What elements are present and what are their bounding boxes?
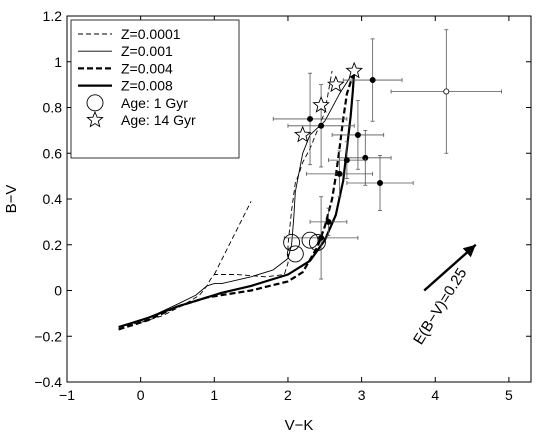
observation-point	[377, 179, 384, 186]
observation-point	[318, 122, 325, 129]
observation-point	[307, 115, 314, 122]
legend-label: Z=0.004	[121, 60, 173, 76]
y-tick-label: 0.2	[43, 237, 63, 253]
y-tick-label: 0.6	[43, 145, 63, 161]
model-curves	[118, 70, 356, 331]
x-tick-label: 4	[431, 387, 439, 403]
y-tick-label: −0.2	[34, 328, 62, 344]
x-tick-label: 0	[137, 387, 145, 403]
y-tick-label: 0.8	[43, 100, 63, 116]
arrow-head	[462, 244, 476, 258]
legend-label: Z=0.0001	[121, 26, 181, 42]
age-14gyr-marker	[312, 95, 330, 113]
y-tick-label: 0.4	[43, 191, 63, 207]
age-14gyr-marker	[327, 75, 345, 93]
axes: −1 0 1 2 3 4 5 −0.4 −0.2 0 0.2 0.4 0.6 0.8 1 1.2	[34, 8, 531, 403]
observation-point	[336, 170, 343, 177]
legend-label: Z=0.008	[121, 78, 173, 94]
legend-box	[70, 19, 240, 159]
outlier-point	[443, 88, 450, 95]
x-tick-label: −1	[59, 387, 75, 403]
observation-point	[325, 218, 332, 225]
x-tick-label: 2	[284, 387, 292, 403]
y-tick-label: 0	[54, 283, 62, 299]
y-tick-label: 1	[54, 54, 62, 70]
y-axis-label: B−V	[3, 185, 20, 214]
age-14gyr-marker	[293, 125, 312, 143]
x-axis-label: V−K	[285, 417, 314, 434]
age-1gyr-marker	[286, 245, 304, 263]
series-line	[213, 201, 252, 275]
legend-star-icon	[86, 110, 104, 128]
legend-label: Age: 14 Gyr	[121, 112, 196, 128]
age-14gyr-marker	[345, 61, 363, 79]
x-tick-label: 3	[358, 387, 366, 403]
x-tick-label: 1	[210, 387, 218, 403]
legend-label: Age: 1 Gyr	[121, 95, 188, 111]
y-tick-label: 1.2	[43, 8, 63, 24]
x-tick-label: 5	[505, 387, 513, 403]
observation-point	[369, 77, 376, 84]
observations	[272, 29, 502, 280]
age-1gyr-marker	[301, 231, 319, 249]
age-1gyr-marker	[283, 234, 301, 251]
series-line	[118, 70, 356, 329]
age-markers	[283, 61, 363, 263]
age-1gyr-marker	[308, 234, 326, 251]
series-line	[118, 70, 355, 328]
observation-point	[343, 157, 350, 164]
legend-label: Z=0.001	[121, 43, 173, 59]
y-tick-label: −0.4	[34, 374, 62, 390]
observation-point	[354, 131, 361, 138]
